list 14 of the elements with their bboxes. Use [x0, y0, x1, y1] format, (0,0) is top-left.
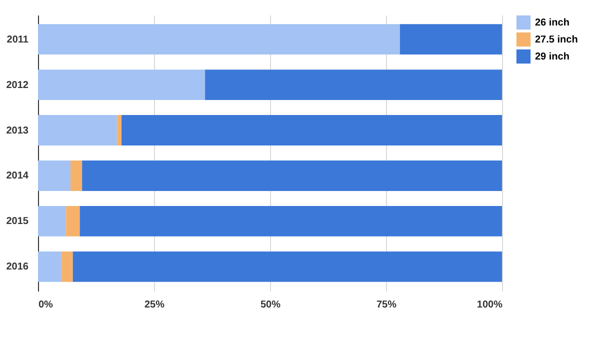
y-tick-label: 2014: [6, 170, 29, 182]
x-tick-label: 0%: [38, 300, 54, 310]
x-tick-label: 75%: [376, 300, 397, 310]
legend-label: 26 inch: [535, 18, 570, 28]
legend-label: 27.5 inch: [535, 34, 578, 46]
y-tick-label: 2015: [6, 216, 29, 228]
legend-label: 29 inch: [535, 52, 570, 62]
x-tick-label: 50%: [260, 300, 281, 310]
y-tick-label: 2012: [6, 80, 29, 91]
y-tick-label: 2011: [6, 34, 29, 46]
x-tick-label: 100%: [476, 300, 503, 310]
y-tick-label: 2013: [6, 125, 29, 136]
y-tick-label: 2016: [6, 262, 29, 273]
x-tick-label: 25%: [144, 300, 165, 310]
